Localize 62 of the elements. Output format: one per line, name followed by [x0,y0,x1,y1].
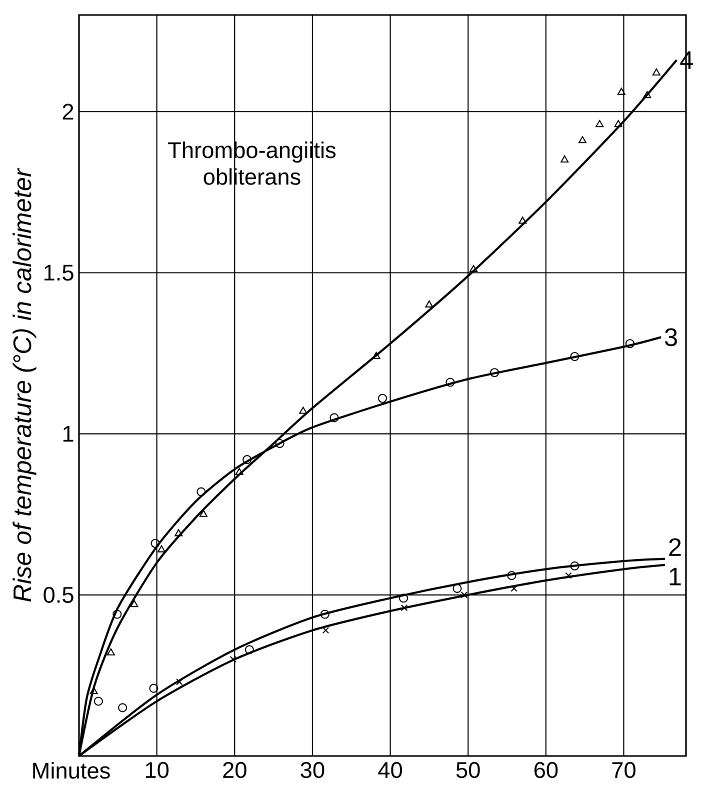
x-tick-label: 70 [612,762,636,778]
point [94,696,103,706]
point [320,610,330,619]
series-label: 3 [664,328,677,346]
series-label: 2 [669,538,681,556]
y-tick-label: 2 [62,104,74,120]
point [176,678,183,686]
point [400,604,408,612]
point [150,538,160,548]
y-axis-title: Rise of temperature (°C) in calorimeter [12,168,36,602]
point [596,120,604,128]
x-tick-label: 20 [223,762,246,778]
point [652,68,660,76]
x-axis-title: Minutes [33,762,110,779]
point [570,561,580,570]
point [560,155,569,163]
point [90,687,98,694]
x-tick-label: 10 [146,762,169,778]
point [578,136,586,144]
point [118,703,128,712]
point [425,300,434,308]
point [130,600,138,608]
point [518,216,527,224]
point [570,352,580,362]
point [452,584,462,593]
point [625,339,634,348]
point [446,378,455,387]
point [470,264,478,272]
point [174,529,183,536]
point [510,585,518,592]
point [106,648,115,656]
x-tick-label: 60 [534,762,558,778]
point [565,572,572,579]
point [378,394,388,403]
y-tick-label: 1 [63,426,74,442]
point [196,487,206,496]
x-tick-label: 50 [456,762,480,778]
point [244,645,254,654]
point [157,545,166,552]
point [614,120,622,128]
x-tick-label: 30 [300,762,324,778]
point [372,352,380,360]
point [490,368,500,378]
point [200,510,208,517]
point [112,610,122,619]
point [398,594,408,603]
series-label: 1 [670,568,681,586]
point [322,626,330,634]
point [299,406,308,414]
point [230,656,236,663]
point [242,455,252,464]
point [460,592,468,598]
point [275,438,284,448]
y-tick-label: 0.5 [44,586,74,603]
point [643,91,652,98]
y-tick-label: 1.5 [44,264,74,281]
point [617,88,626,95]
x-tick-label: 40 [378,762,402,778]
point [330,413,339,422]
point [235,468,244,476]
point [507,571,516,580]
point [149,684,158,693]
